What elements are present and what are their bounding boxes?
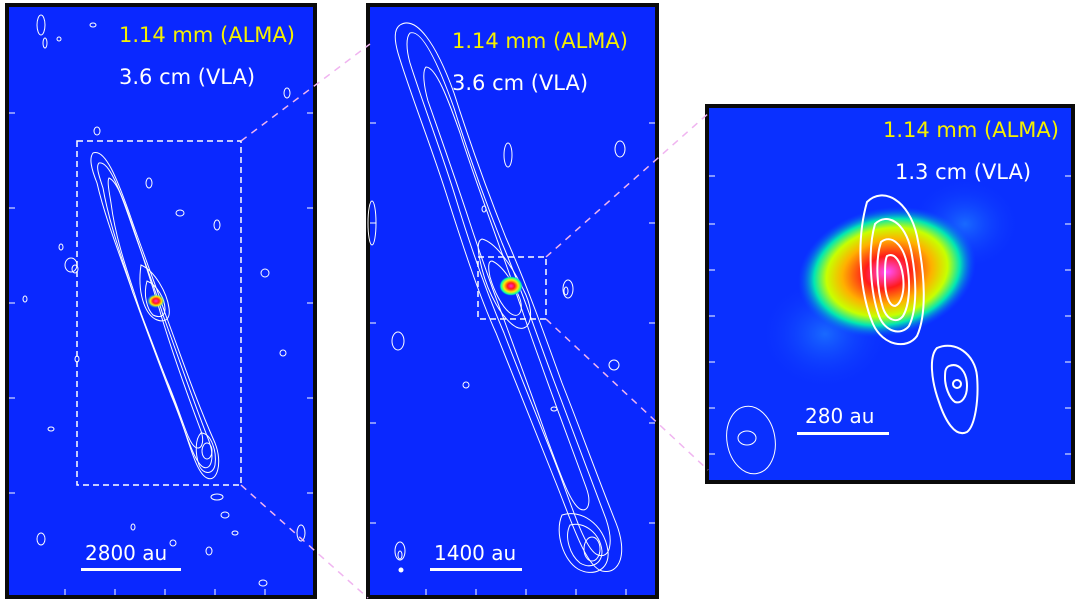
zoom-box: [477, 256, 547, 320]
jet-contours: [22, 14, 306, 587]
scale-bar: [81, 568, 181, 571]
band-label-vla: 3.6 cm (VLA): [452, 71, 589, 95]
band-label-alma: 1.14 mm (ALMA): [883, 118, 1059, 142]
mm-source: [499, 276, 523, 296]
band-label-vla: 3.6 cm (VLA): [119, 65, 256, 89]
band-label-alma: 1.14 mm (ALMA): [452, 29, 628, 53]
panel-close-up-map: [709, 108, 1071, 480]
beam-ellipses: [726, 405, 776, 475]
panel-wide-field-map: [9, 7, 313, 595]
band-label-alma: 1.14 mm (ALMA): [119, 23, 295, 47]
panel-intermediate-map: [367, 7, 655, 595]
scale-label: 1400 au: [434, 541, 517, 565]
scale-bar: [797, 432, 889, 435]
scale-bar: [430, 568, 522, 571]
vla-contours: [859, 194, 979, 435]
beam-marker: [398, 567, 404, 573]
band-label-vla: 1.3 cm (VLA): [895, 160, 1032, 184]
mm-source: [797, 206, 977, 338]
mm-source: [147, 294, 165, 308]
panel-wide-field: 1.14 mm (ALMA) 3.6 cm (VLA) 2800 au: [5, 3, 317, 599]
scale-label: 2800 au: [85, 541, 168, 565]
panel-intermediate: 1.14 mm (ALMA) 3.6 cm (VLA) 1400 au: [366, 3, 659, 599]
scale-label: 280 au: [805, 404, 875, 428]
zoom-box: [76, 140, 242, 486]
panel-close-up: 1.14 mm (ALMA) 1.3 cm (VLA) 280 au: [705, 104, 1075, 484]
sky-background: [370, 7, 655, 595]
